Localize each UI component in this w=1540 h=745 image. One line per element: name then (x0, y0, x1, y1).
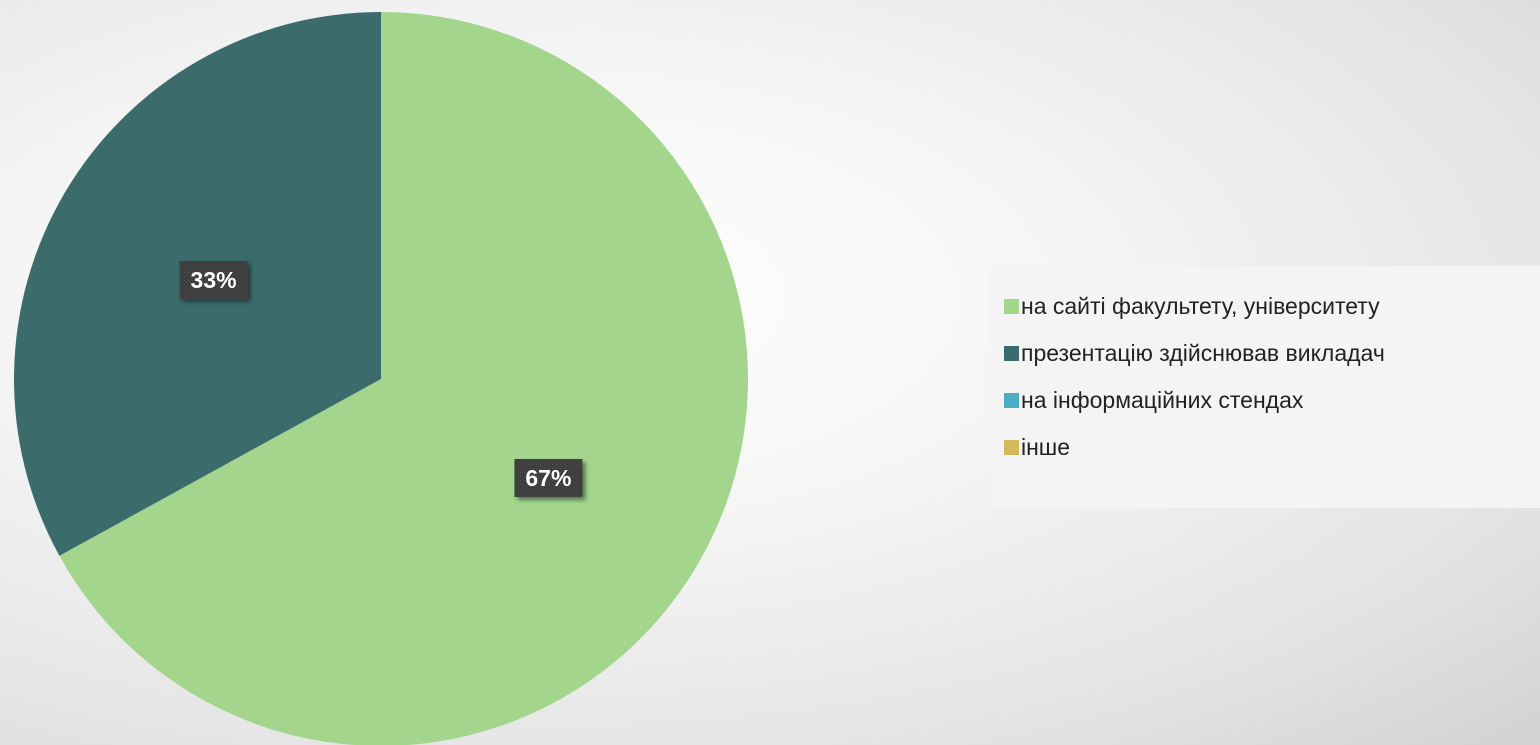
legend-swatch-stands (1004, 393, 1019, 408)
legend-item-other: інше (1004, 424, 1540, 471)
data-label-box-teacher (179, 260, 248, 299)
legend-label-teacher: презентацію здійснював викладач (1021, 340, 1385, 366)
legend-swatch-site (1004, 299, 1019, 314)
chart-legend: на сайті факультету, університету презен… (990, 266, 1540, 508)
legend-swatch-other (1004, 440, 1019, 455)
legend-label-stands: на інформаційних стендах (1021, 387, 1304, 413)
data-label-site: 67% (514, 459, 583, 498)
legend-item-teacher: презентацію здійснював викладач (1004, 330, 1540, 377)
legend-item-stands: на інформаційних стендах (1004, 377, 1540, 424)
data-label-teacher: 33% (179, 260, 248, 299)
data-label-box-site (514, 459, 583, 498)
legend-label-site: на сайті факультету, університету (1021, 293, 1380, 319)
legend-label-other: інше (1021, 434, 1071, 460)
pie-slice-site (59, 12, 748, 745)
legend-swatch-teacher (1004, 346, 1019, 361)
data-label-text-teacher: 33% (191, 267, 237, 293)
legend-item-site: на сайті факультету, університету (1004, 283, 1540, 330)
data-label-text-site: 67% (525, 465, 571, 491)
